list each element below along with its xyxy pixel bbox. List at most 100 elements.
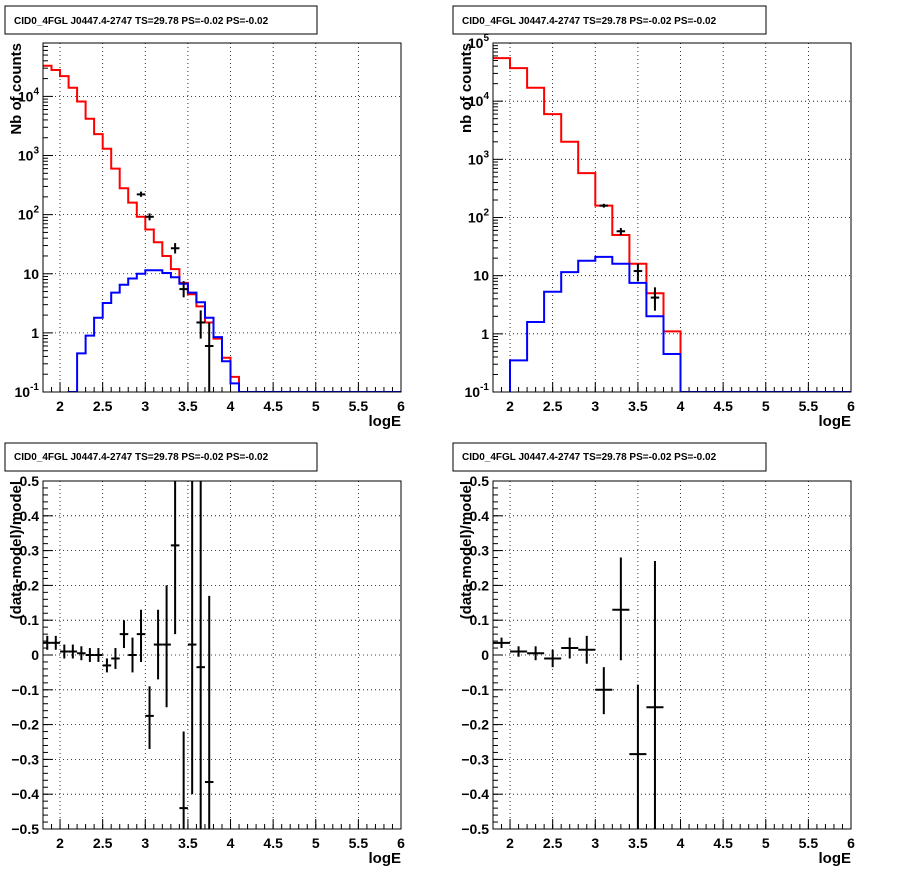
data-point (599, 203, 609, 208)
y-tick-label: −0.1 (461, 682, 489, 698)
y-tick-label: 0.1 (20, 612, 40, 628)
y-tick-label: 10 (23, 266, 39, 282)
x-tick-label: 5.5 (349, 398, 369, 414)
y-tick-label: −0.5 (11, 821, 39, 837)
x-tick-label: 2 (56, 835, 64, 851)
y-tick-label: −0.3 (461, 751, 489, 767)
plot-frame (42, 42, 402, 393)
x-tick-label: 3.5 (628, 835, 648, 851)
x-axis-title: logE (369, 413, 402, 430)
y-tick-label: 102 (468, 208, 490, 226)
data-point (187, 481, 197, 795)
y-tick-label: 104 (18, 86, 40, 104)
y-tick-label: 0 (481, 647, 489, 663)
source-model-histogram (509, 255, 851, 392)
data-point (616, 227, 626, 236)
chart-title-box (452, 442, 767, 472)
y-axis-title: (data-model)/model (458, 481, 475, 619)
x-axis-title: logE (819, 413, 852, 430)
total-model-histogram (493, 57, 851, 392)
x-tick-label: 5 (762, 398, 770, 414)
data-point (578, 635, 596, 664)
x-tick-label: 5.5 (799, 398, 819, 414)
x-tick-label: 2 (56, 398, 64, 414)
x-tick-label: 4.5 (263, 398, 283, 414)
data-point (527, 646, 545, 661)
x-tick-label: 5 (762, 835, 770, 851)
y-tick-label: 0.1 (470, 612, 490, 628)
y-tick-label: 1 (31, 325, 39, 341)
chart-title-box (452, 5, 767, 35)
y-tick-label: 0.4 (20, 508, 40, 524)
data-point (170, 243, 180, 254)
data-point (77, 646, 86, 661)
y-tick-label: 0.5 (470, 473, 490, 489)
plot-frame (492, 480, 852, 830)
y-tick-label: −0.5 (461, 821, 489, 837)
x-tick-label: 5.5 (349, 835, 369, 851)
y-tick-label: −0.1 (11, 682, 39, 698)
x-tick-label: 2.5 (543, 398, 563, 414)
data-point (136, 609, 146, 662)
x-tick-label: 3.5 (178, 835, 198, 851)
plot-area (493, 57, 851, 392)
y-tick-label: 0.2 (20, 577, 40, 593)
y-tick-label: 103 (468, 149, 490, 167)
x-tick-label: 4 (677, 835, 685, 851)
data-point (119, 620, 129, 649)
x-tick-label: 6 (847, 835, 855, 851)
chart-title-box (4, 5, 318, 35)
data-point (60, 644, 69, 659)
data-point (612, 557, 630, 661)
y-tick-label: −0.2 (461, 717, 489, 733)
data-point (204, 322, 214, 392)
y-tick-label: 10 (473, 268, 489, 284)
data-point (196, 481, 205, 829)
data-point (128, 637, 137, 673)
y-tick-label: 0.5 (20, 473, 40, 489)
chart-panel-4: CID0_4FGL J0447.4-2747 TS=29.78 PS=-0.02… (452, 442, 855, 867)
y-tick-label: 103 (18, 146, 40, 164)
x-tick-label: 4.5 (713, 835, 733, 851)
y-tick-label: 10-1 (465, 382, 490, 400)
chart-panel-1: CID0_4FGL J0447.4-2747 TS=29.78 PS=-0.02… (4, 5, 405, 430)
x-tick-label: 2.5 (93, 398, 113, 414)
data-point (544, 649, 562, 668)
x-tick-label: 4.5 (263, 835, 283, 851)
plot-area (43, 64, 401, 392)
data-point (629, 684, 647, 829)
chart-title-box (4, 442, 318, 472)
y-tick-label: −0.4 (461, 786, 489, 802)
y-tick-label: −0.4 (11, 786, 39, 802)
data-point (493, 637, 511, 649)
data-point (650, 287, 660, 311)
plot-frame (42, 480, 402, 830)
data-point (595, 667, 613, 715)
x-tick-label: 2 (506, 835, 514, 851)
y-tick-label: 0 (31, 647, 39, 663)
y-axis-title: Nb of counts (8, 43, 25, 135)
y-tick-label: −0.2 (11, 717, 39, 733)
x-tick-label: 3 (591, 398, 599, 414)
data-point (179, 281, 188, 298)
x-tick-label: 3 (141, 398, 149, 414)
x-tick-label: 2 (506, 398, 514, 414)
data-point (170, 481, 180, 635)
x-tick-label: 6 (397, 835, 405, 851)
source-model-histogram (67, 269, 401, 392)
chart-title: CID0_4FGL J0447.4-2747 TS=29.78 PS=-0.02… (14, 452, 269, 463)
data-point (94, 648, 103, 662)
x-tick-label: 4.5 (713, 398, 733, 414)
x-tick-label: 3 (141, 835, 149, 851)
plot-area (493, 557, 664, 829)
y-axis-title: nb of counts (458, 43, 475, 133)
x-tick-label: 4 (677, 398, 685, 414)
x-tick-label: 3.5 (628, 398, 648, 414)
y-tick-label: 105 (468, 33, 490, 51)
x-tick-label: 5 (312, 398, 320, 414)
data-point (51, 635, 61, 650)
x-tick-label: 2.5 (543, 835, 563, 851)
data-point (196, 310, 205, 339)
plot-area (43, 481, 214, 829)
chart-panel-2: CID0_4FGL J0447.4-2747 TS=29.78 PS=-0.02… (452, 5, 855, 430)
